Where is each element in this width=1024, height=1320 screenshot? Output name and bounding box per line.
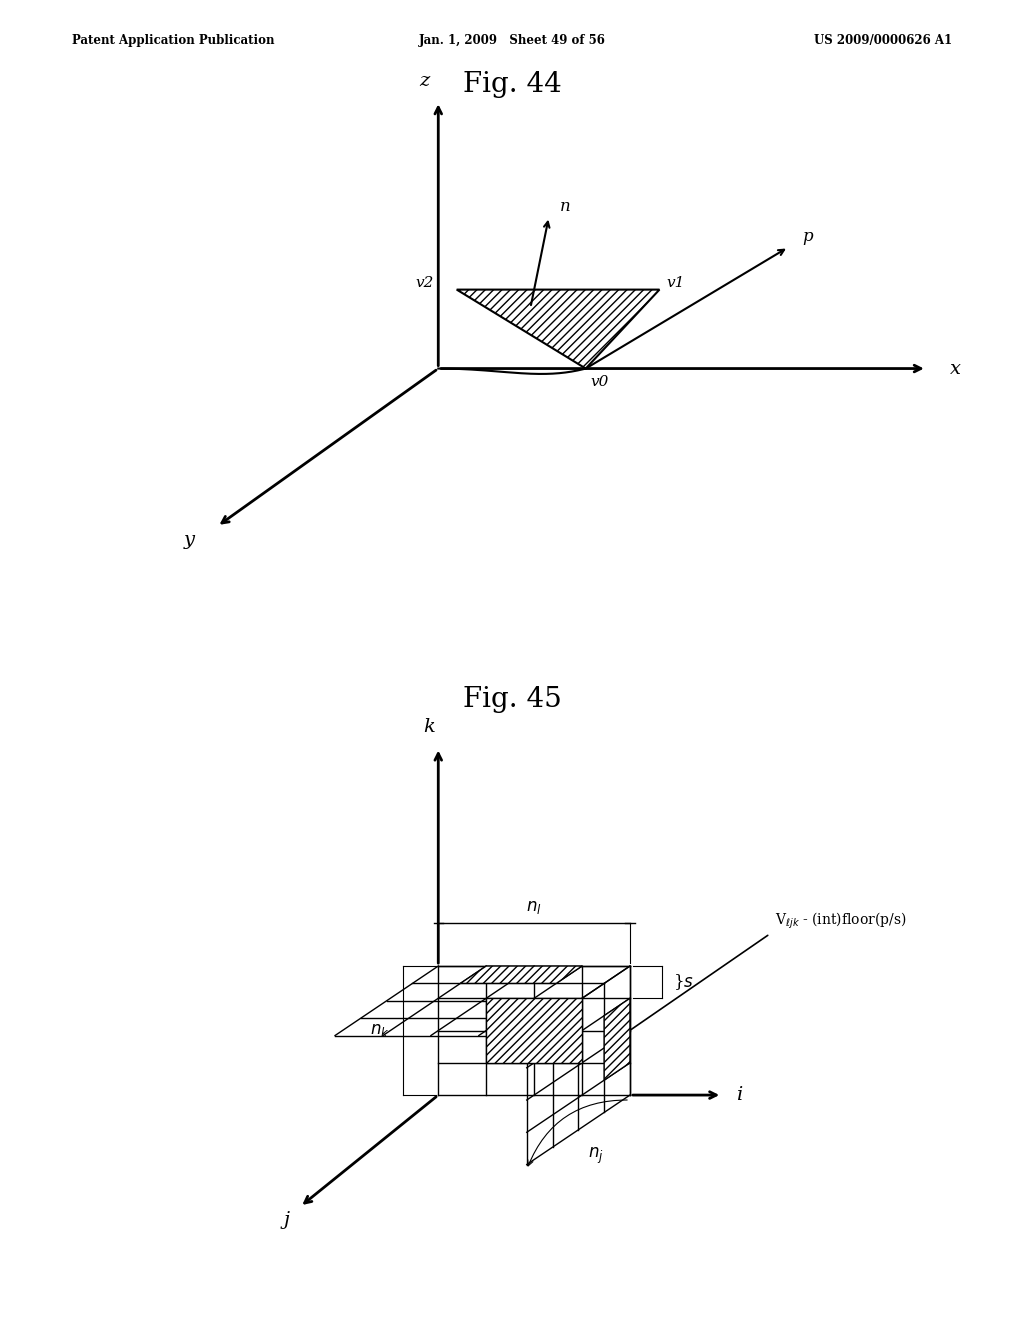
Text: k: k xyxy=(423,718,435,737)
Text: Fig. 45: Fig. 45 xyxy=(463,685,561,713)
Text: y: y xyxy=(184,531,195,549)
Text: Jan. 1, 2009   Sheet 49 of 56: Jan. 1, 2009 Sheet 49 of 56 xyxy=(419,34,605,48)
Text: US 2009/0000626 A1: US 2009/0000626 A1 xyxy=(814,34,952,48)
Text: $n_l$: $n_l$ xyxy=(526,899,542,916)
Text: V$_{\ell jk}$ - (int)floor(p/s): V$_{\ell jk}$ - (int)floor(p/s) xyxy=(775,911,906,931)
Polygon shape xyxy=(486,998,582,1063)
Text: Patent Application Publication: Patent Application Publication xyxy=(72,34,274,48)
Text: n: n xyxy=(560,198,570,215)
Text: z: z xyxy=(419,73,430,90)
Text: i: i xyxy=(736,1086,742,1104)
Text: j: j xyxy=(284,1212,289,1229)
Text: v0: v0 xyxy=(591,375,608,388)
Polygon shape xyxy=(461,966,582,983)
Text: Fig. 44: Fig. 44 xyxy=(463,71,561,98)
Text: p: p xyxy=(803,228,813,246)
Text: x: x xyxy=(950,359,961,378)
Text: v2: v2 xyxy=(416,276,434,289)
Text: v1: v1 xyxy=(667,276,685,289)
Polygon shape xyxy=(604,998,630,1080)
Text: $n_j$: $n_j$ xyxy=(588,1146,603,1166)
Text: }$s$: }$s$ xyxy=(674,973,694,993)
Text: $n_k$: $n_k$ xyxy=(370,1022,389,1039)
